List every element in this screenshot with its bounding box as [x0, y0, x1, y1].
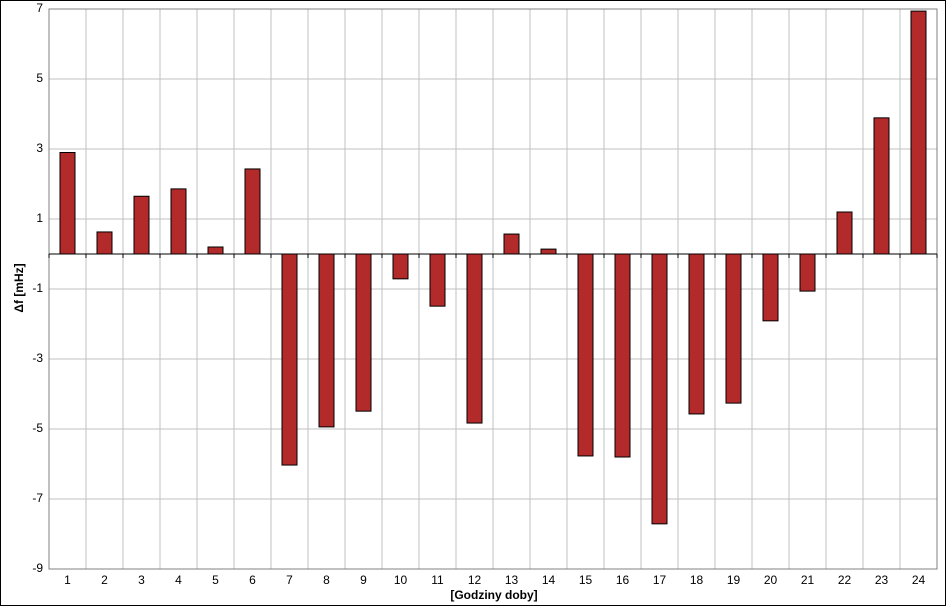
x-tick-label: 18: [690, 573, 704, 587]
x-tick-label: 9: [360, 573, 367, 587]
x-tick-label: 10: [394, 573, 408, 587]
bar: [873, 117, 890, 255]
bar: [59, 152, 76, 255]
bar: [503, 233, 520, 255]
y-axis-label: Δf [mHz]: [12, 263, 26, 312]
x-tick-label: 24: [912, 573, 926, 587]
x-tick-label: 3: [138, 573, 145, 587]
x-tick-label: 19: [727, 573, 741, 587]
y-tick-label: 5: [36, 71, 43, 85]
bar: [355, 253, 372, 412]
y-tick-label: -9: [32, 561, 43, 575]
x-tick-label: 5: [212, 573, 219, 587]
x-tick-label: 15: [579, 573, 593, 587]
bar: [244, 168, 261, 255]
x-tick-label: 21: [801, 573, 815, 587]
bar: [540, 248, 557, 255]
bar: [281, 253, 298, 466]
bar: [614, 253, 631, 458]
x-tick-label: 8: [323, 573, 330, 587]
x-tick-label: 22: [838, 573, 852, 587]
x-tick-label: 6: [249, 573, 256, 587]
x-tick-label: 13: [505, 573, 519, 587]
x-tick-label: 23: [875, 573, 889, 587]
x-tick-label: 12: [468, 573, 482, 587]
bar: [688, 253, 705, 415]
x-tick-label: 11: [431, 573, 444, 587]
y-tick-label: -7: [32, 491, 43, 505]
x-tick-label: 14: [542, 573, 556, 587]
bar: [133, 195, 150, 255]
y-tick-label: 3: [36, 141, 43, 155]
bar: [651, 253, 668, 525]
x-tick-label: 20: [764, 573, 778, 587]
x-tick-label: 16: [616, 573, 630, 587]
bar: [725, 253, 742, 404]
y-tick-label: 7: [36, 1, 43, 15]
x-tick-label: 17: [653, 573, 667, 587]
bar: [910, 10, 927, 255]
bar: [836, 211, 853, 255]
bar: [207, 246, 224, 255]
x-tick-label: 1: [64, 573, 71, 587]
y-tick-label: -1: [32, 281, 43, 295]
y-tick-label: 1: [36, 211, 43, 225]
x-tick-label: 4: [175, 573, 182, 587]
bar: [577, 253, 594, 457]
bar: [318, 253, 335, 428]
bar: [429, 253, 446, 307]
plot-border: [48, 8, 938, 570]
bar: [392, 253, 409, 280]
y-tick-label: -5: [32, 421, 43, 435]
bar: [799, 253, 816, 292]
bar: [466, 253, 483, 424]
x-tick-label: 7: [286, 573, 293, 587]
bar: [170, 188, 187, 255]
y-tick-label: -3: [32, 351, 43, 365]
bar: [96, 231, 113, 255]
bar: [762, 253, 779, 322]
x-axis-label: [Godziny doby]: [450, 588, 537, 602]
x-tick-label: 2: [101, 573, 108, 587]
